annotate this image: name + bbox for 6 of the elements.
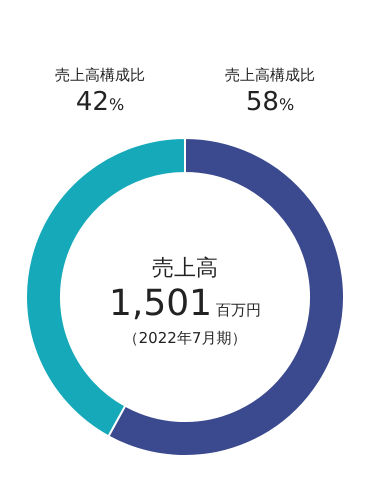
slice-label: 売上高構成比 (225, 66, 315, 84)
text: （2022年7月期） (124, 329, 246, 347)
text: 売上高 (152, 256, 218, 281)
data-label: 58% (246, 87, 294, 117)
data-label: 42% (76, 87, 124, 117)
slice-label: 売上高構成比 (55, 66, 145, 84)
